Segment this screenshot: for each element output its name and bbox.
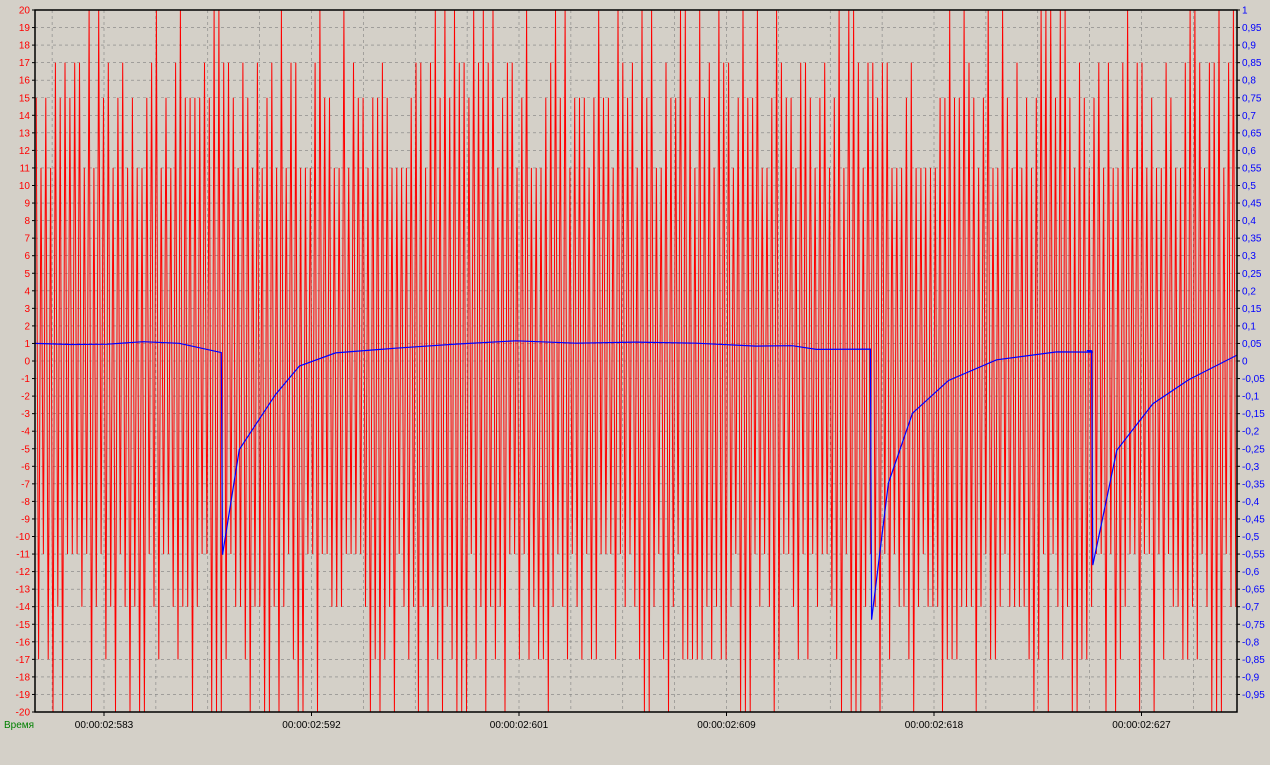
y-right-tick-label: -0,55 <box>1242 550 1265 561</box>
y-right-tick-label: -0,5 <box>1242 532 1260 543</box>
y-left-tick-label: 18 <box>19 41 31 52</box>
y-left-tick-label: 8 <box>24 216 30 227</box>
y-left-tick-label: 11 <box>20 163 31 174</box>
series-layer <box>34 9 1238 713</box>
y-left-tick-label: -13 <box>16 585 31 596</box>
y-right-tick-label: 0,75 <box>1242 93 1262 104</box>
y-left-tick-label: -2 <box>21 392 30 403</box>
y-right-tick-label: -0,75 <box>1242 620 1265 631</box>
y-right-tick-label: -0,2 <box>1242 427 1260 438</box>
y-right-tick-label: 0,1 <box>1242 321 1256 332</box>
y-right-tick-label: 0,5 <box>1242 181 1256 192</box>
y-left-tick-label: 19 <box>19 23 31 34</box>
y-left-tick-label: -14 <box>16 602 31 613</box>
y-right-tick-label: 0,95 <box>1242 23 1262 34</box>
y-right-tick-label: -0,35 <box>1242 479 1265 490</box>
y-left-tick-label: -3 <box>21 409 30 420</box>
y-left-tick-label: 17 <box>19 58 31 69</box>
y-left-tick-label: -20 <box>16 708 31 719</box>
x-tick-label: 00:00:02:627 <box>1112 720 1171 731</box>
y-left-tick-label: -12 <box>16 567 31 578</box>
y-left-tick-label: 4 <box>24 286 30 297</box>
y-right-tick-label: 0,55 <box>1242 163 1262 174</box>
y-right-tick-label: 0,85 <box>1242 58 1262 69</box>
y-left-tick-label: -17 <box>16 655 31 666</box>
y-right-tick-label: 0,25 <box>1242 269 1262 280</box>
y-left-tick-label: 16 <box>19 76 31 87</box>
y-left-tick-label: -8 <box>21 497 30 508</box>
y-left-tick-label: 20 <box>19 6 31 17</box>
y-right-tick-label: 0,9 <box>1242 41 1256 52</box>
y-right-tick-label: 0,05 <box>1242 339 1262 350</box>
y-right-tick-label: -0,1 <box>1242 392 1260 403</box>
y-left-tick-label: 13 <box>19 128 31 139</box>
y-left-tick-label: -4 <box>21 427 30 438</box>
series-blue-line <box>34 340 1238 620</box>
y-left-tick-label: 1 <box>24 339 30 350</box>
y-right-tick-label: 0,6 <box>1242 146 1256 157</box>
y-left-tick-label: -6 <box>21 462 30 473</box>
y-right-tick-label: -0,9 <box>1242 672 1260 683</box>
y-right-tick-label: -0,65 <box>1242 585 1265 596</box>
y-right-tick-label: -0,7 <box>1242 602 1260 613</box>
y-right-tick-label: -0,95 <box>1242 690 1265 701</box>
y-right-tick-label: 0,35 <box>1242 234 1262 245</box>
y-right-tick-label: -0,85 <box>1242 655 1265 666</box>
axes: 20191817161514131211109876543210-1-2-3-4… <box>4 6 1265 732</box>
y-right-tick-label: 0,7 <box>1242 111 1256 122</box>
y-left-tick-label: 9 <box>24 199 30 210</box>
series-red-line <box>35 9 1237 713</box>
y-right-tick-label: -0,4 <box>1242 497 1260 508</box>
y-right-tick-label: -0,3 <box>1242 462 1260 473</box>
x-axis-title: Время <box>4 720 34 731</box>
y-left-tick-label: -10 <box>16 532 31 543</box>
y-left-tick-label: -16 <box>16 637 31 648</box>
y-left-tick-label: -7 <box>21 479 30 490</box>
y-left-tick-label: -1 <box>21 374 30 385</box>
x-tick-label: 00:00:02:583 <box>75 720 134 731</box>
y-left-tick-label: 14 <box>19 111 31 122</box>
y-left-tick-label: -19 <box>16 690 31 701</box>
y-right-tick-label: 0 <box>1242 357 1248 368</box>
y-left-tick-label: 2 <box>24 321 30 332</box>
y-right-tick-label: 0,2 <box>1242 286 1256 297</box>
y-right-tick-label: -0,25 <box>1242 444 1265 455</box>
y-left-tick-label: -15 <box>16 620 31 631</box>
y-right-tick-label: 0,45 <box>1242 199 1262 210</box>
y-right-tick-label: 0,65 <box>1242 128 1262 139</box>
y-right-tick-label: -0,05 <box>1242 374 1265 385</box>
y-right-tick-label: 0,3 <box>1242 251 1256 262</box>
y-left-tick-label: 10 <box>19 181 31 192</box>
y-left-tick-label: 7 <box>24 234 30 245</box>
x-tick-label: 00:00:02:592 <box>282 720 341 731</box>
y-left-tick-label: 15 <box>19 93 31 104</box>
y-left-tick-label: 12 <box>19 146 31 157</box>
y-right-tick-label: 0,8 <box>1242 76 1256 87</box>
y-left-tick-label: -18 <box>16 672 31 683</box>
y-left-tick-label: 0 <box>24 357 30 368</box>
x-tick-label: 00:00:02:601 <box>490 720 549 731</box>
y-right-tick-label: -0,8 <box>1242 637 1260 648</box>
y-left-tick-label: -11 <box>16 550 30 561</box>
y-right-tick-label: -0,45 <box>1242 514 1265 525</box>
y-right-tick-label: 0,4 <box>1242 216 1256 227</box>
y-right-tick-label: -0,15 <box>1242 409 1265 420</box>
y-left-tick-label: 3 <box>24 304 30 315</box>
y-left-tick-label: 5 <box>24 269 30 280</box>
y-right-tick-label: -0,6 <box>1242 567 1260 578</box>
y-right-tick-label: 1 <box>1242 6 1248 17</box>
x-tick-label: 00:00:02:609 <box>697 720 756 731</box>
y-left-tick-label: -9 <box>21 514 30 525</box>
x-tick-label: 00:00:02:618 <box>905 720 964 731</box>
y-right-tick-label: 0,15 <box>1242 304 1262 315</box>
y-left-tick-label: -5 <box>21 444 30 455</box>
y-left-tick-label: 6 <box>24 251 30 262</box>
